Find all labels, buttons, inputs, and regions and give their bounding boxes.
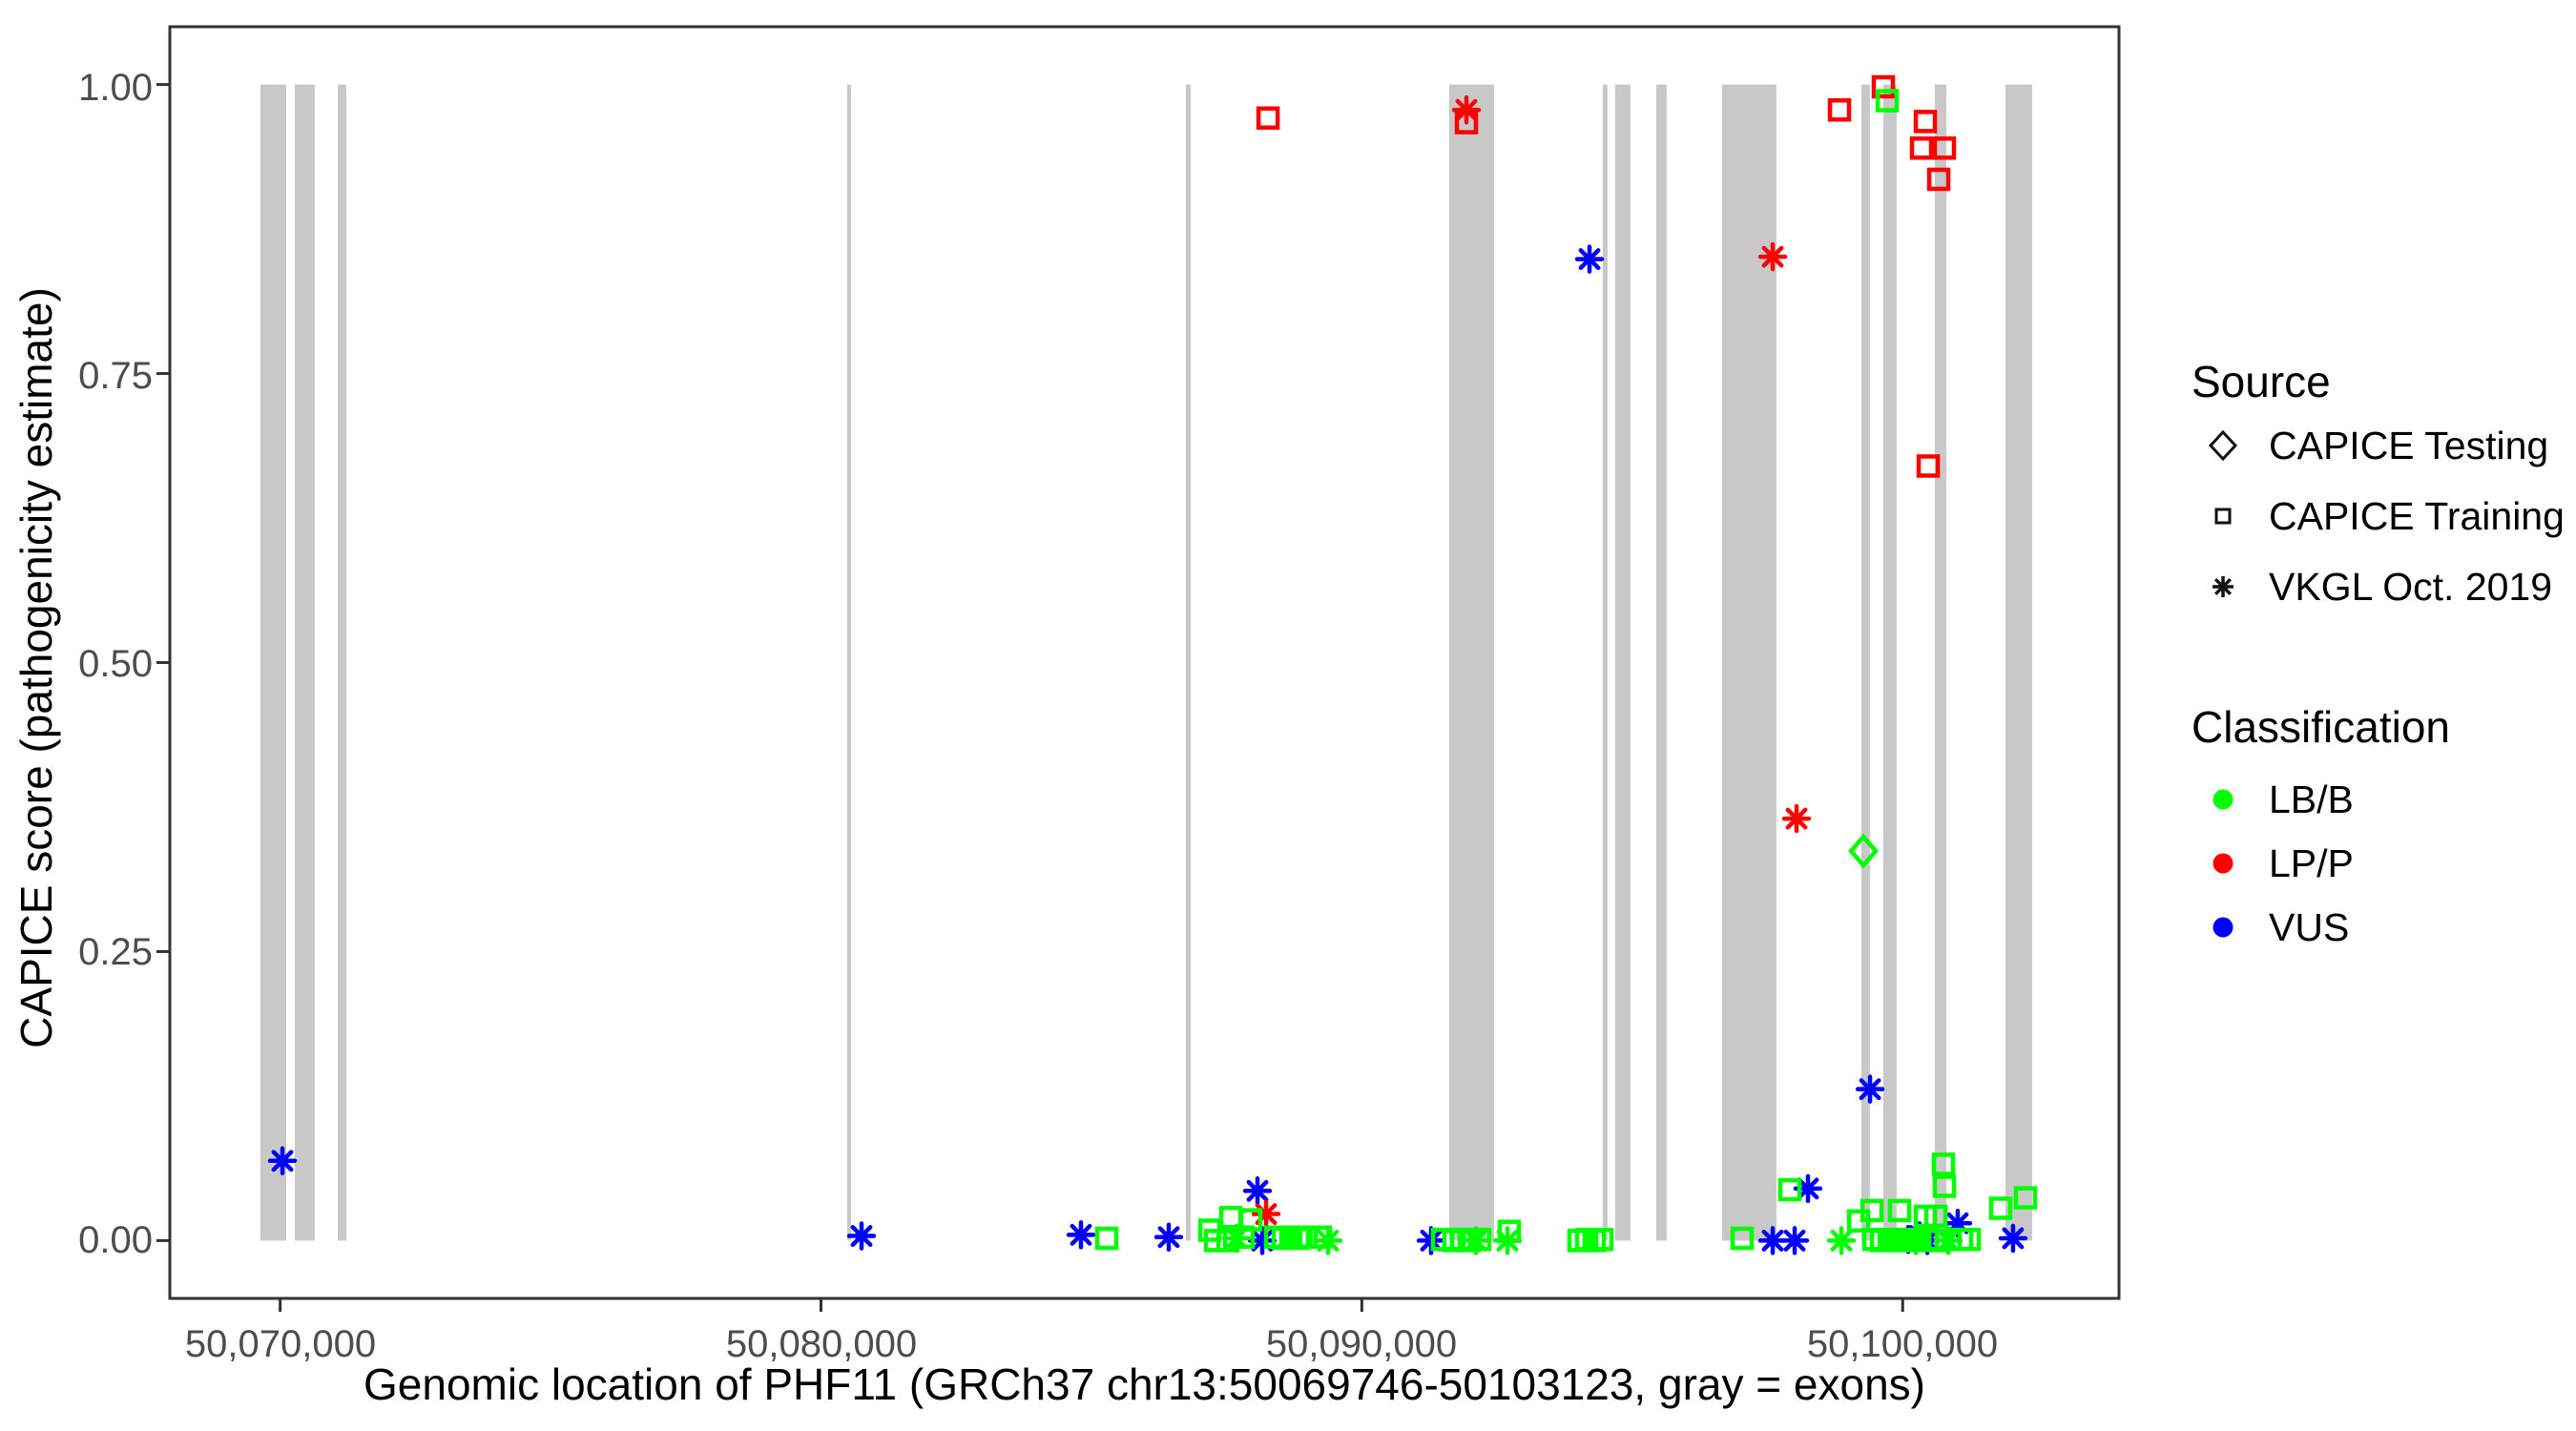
legend-title-classification: Classification [2192, 702, 2450, 752]
y-tick-label: 0.00 [78, 1219, 153, 1261]
data-point-vkgl [1933, 1226, 1963, 1255]
exon-band [2005, 84, 2032, 1241]
data-point-training [1256, 106, 1280, 130]
data-point-training [1923, 1204, 1948, 1229]
circle-icon [2212, 853, 2233, 874]
data-point-training [1871, 74, 1896, 99]
data-point-training [1308, 1225, 1333, 1250]
data-point-training [1932, 135, 1957, 160]
exon-band [1448, 84, 1494, 1241]
data-point-training [1827, 98, 1852, 122]
data-point-training [1294, 1225, 1319, 1250]
data-point-training [1988, 1196, 2013, 1220]
legend-item-label: CAPICE Training [2269, 493, 2565, 538]
data-point-vkgl [1451, 95, 1482, 125]
legend-item-label: VUS [2269, 904, 2350, 949]
data-point-vkgl [846, 1221, 877, 1251]
data-point-vkgl [1793, 1173, 1823, 1204]
legend-title-source: Source [2192, 357, 2331, 406]
y-tick-label: 0.75 [78, 355, 153, 397]
legend-item-label: CAPICE Testing [2269, 423, 2549, 467]
legend-item-capice-testing: CAPICE Testing [2198, 419, 2548, 472]
data-point-training [1467, 1227, 1492, 1252]
data-point-training [1589, 1227, 1614, 1252]
data-point-testing [1848, 833, 1880, 869]
data-point-training [1875, 89, 1900, 113]
data-point-vkgl [1779, 1226, 1810, 1255]
exon-band [338, 84, 346, 1241]
data-point-vkgl [1066, 1220, 1096, 1250]
data-point-training [1931, 1152, 1956, 1176]
data-point-training [1203, 1229, 1228, 1253]
diamond-icon [2208, 429, 2238, 462]
exon-band [1934, 84, 1946, 1241]
panel-border [168, 25, 2121, 1300]
data-point-training [1887, 1198, 1912, 1223]
x-tick-label: 50,090,000 [1265, 1323, 1458, 1365]
legend-item-label: LB/B [2269, 777, 2354, 821]
data-point-training [1909, 135, 1934, 160]
y-tick-label: 0.50 [78, 643, 153, 685]
data-point-vkgl [1153, 1222, 1184, 1253]
x-tick-label: 50,080,000 [725, 1323, 918, 1365]
data-point-training [1454, 111, 1479, 135]
exon-band [1721, 84, 1776, 1241]
exon-band [1602, 84, 1608, 1241]
exon-band [1860, 84, 1870, 1241]
data-point-training [1094, 1226, 1119, 1251]
x-axis-title: Genomic location of PHF11 (GRCh37 chr13:… [364, 1359, 1925, 1409]
data-point-training [1777, 1177, 1802, 1202]
data-point-training [1215, 1229, 1240, 1253]
exon-band [1882, 84, 1897, 1241]
data-point-training [2013, 1186, 2038, 1210]
data-point-training [1932, 1174, 1957, 1198]
exon-band [1614, 84, 1631, 1241]
data-point-training [1497, 1219, 1522, 1243]
legend-item-capice-training: CAPICE Training [2198, 489, 2565, 543]
exon-band [260, 84, 286, 1241]
data-point-vkgl [1251, 1199, 1281, 1229]
y-tick-label: 1.00 [78, 67, 153, 109]
legend-item-lpp: LP/P [2198, 837, 2354, 890]
exon-band [846, 84, 851, 1241]
data-point-training [1916, 454, 1941, 478]
data-point-vkgl [1461, 1226, 1491, 1255]
data-point-training [1957, 1227, 1982, 1252]
circle-icon [2212, 917, 2233, 938]
y-tick-label: 0.25 [78, 931, 153, 973]
circle-icon [2212, 789, 2233, 810]
y-axis-title: CAPICE score (pathogenicity estimate) [11, 287, 61, 1048]
legend-item-vkgl: VKGL Oct. 2019 [2198, 560, 2552, 613]
legend-item-label: LP/P [2269, 840, 2354, 885]
exon-band [295, 84, 315, 1241]
data-point-vkgl [1855, 1074, 1885, 1104]
data-point-vkgl [1757, 241, 1788, 272]
data-point-vkgl [1781, 803, 1812, 834]
data-point-vkgl [1998, 1223, 2028, 1254]
data-point-vkgl [267, 1146, 298, 1176]
data-point-training [1859, 1198, 1884, 1223]
data-point-training [1730, 1226, 1755, 1251]
x-tick-label: 50,100,000 [1806, 1323, 1999, 1365]
data-point-vkgl [1757, 1226, 1788, 1255]
data-point-vkgl [1247, 1226, 1278, 1255]
x-tick-label: 50,070,000 [184, 1323, 377, 1365]
data-point-vkgl [1242, 1176, 1273, 1206]
asterisk-icon [2212, 576, 2233, 597]
legend-item-lbb: LB/B [2198, 773, 2354, 826]
data-point-training [1926, 167, 1951, 192]
data-point-training [1238, 1208, 1263, 1232]
legend-item-vus: VUS [2198, 901, 2349, 954]
data-point-vkgl [1942, 1208, 1973, 1238]
legend-item-label: VKGL Oct. 2019 [2269, 564, 2553, 609]
data-point-vkgl [1826, 1226, 1857, 1255]
data-point-training [1922, 1229, 1947, 1253]
exon-band [1655, 84, 1667, 1241]
data-point-vkgl [1574, 244, 1605, 274]
exon-band [1185, 84, 1191, 1241]
data-point-training [1913, 110, 1938, 134]
square-icon [2214, 508, 2232, 525]
